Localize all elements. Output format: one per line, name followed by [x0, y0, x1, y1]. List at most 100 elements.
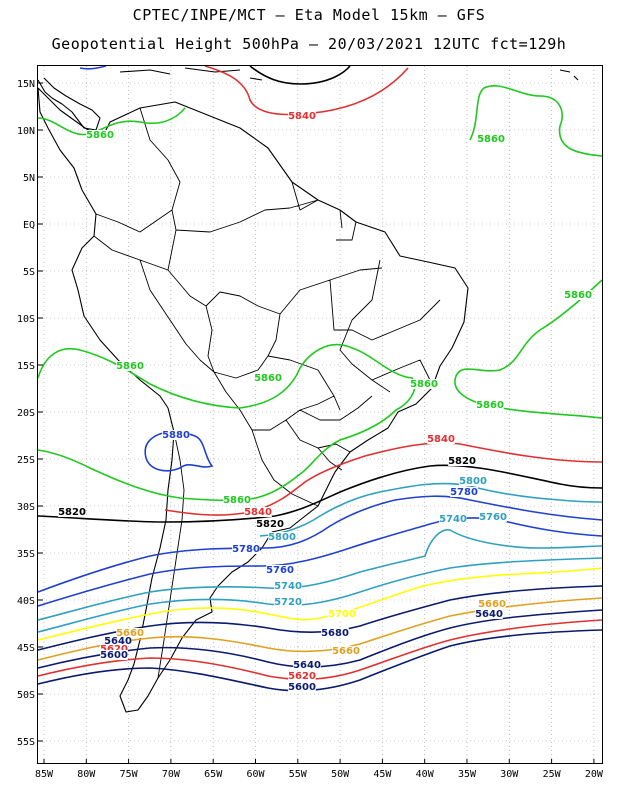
contour-label: 5740 — [439, 514, 467, 525]
contour-5820-north — [249, 65, 351, 85]
contour-label-background — [288, 682, 316, 692]
contour-5620 — [37, 619, 603, 681]
latitude-tick-label: 10S — [17, 314, 35, 325]
contour-label-background — [266, 565, 294, 575]
contour-label: 5820 — [448, 456, 476, 467]
graticule — [38, 66, 602, 764]
contour-label: 5620 — [288, 671, 316, 682]
latitude-tick-label: 25S — [17, 455, 35, 466]
longitude-tick-label: 30W — [500, 769, 519, 780]
contour-label-background — [450, 487, 478, 497]
land-outlines — [37, 67, 579, 713]
longitude-tick-labels: 85W 80W 75W 70W 65W 60W 55W 50W 45W 40W 35W 30W 25W 2… — [35, 759, 604, 780]
contour-label-background — [244, 507, 272, 517]
contour-label: 5820 — [256, 519, 284, 530]
contour-label-background — [448, 456, 476, 466]
contour-label-background — [104, 636, 132, 646]
contour-5700 — [37, 567, 603, 641]
longitude-tick-label: 80W — [77, 769, 96, 780]
contour-label: 5880 — [162, 430, 190, 441]
contour-label: 5620 — [100, 644, 128, 655]
contour-label-background — [293, 660, 321, 670]
contour-label-background — [328, 609, 356, 619]
contour-label: 5840 — [244, 507, 272, 518]
contour-label-background — [58, 507, 86, 517]
contour-label-background — [476, 400, 504, 410]
longitude-tick-label: 75W — [120, 769, 139, 780]
contour-label: 5640 — [293, 660, 321, 671]
contour-5860-east — [454, 279, 603, 419]
contour-label: 5600 — [288, 682, 316, 693]
contour-5860-main — [37, 343, 416, 502]
contour-label: 5860 — [223, 495, 251, 506]
contour-5840-north — [204, 65, 409, 116]
latitude-tick-labels: 15N 10N 5N EQ 5S 10S 15S 20S 25S 30S 35S 40S 45S 50S 5… — [17, 79, 43, 748]
latitude-tick-label: 50S — [17, 690, 35, 701]
longitude-tick-label: 20W — [585, 769, 604, 780]
contour-label: 5860 — [477, 134, 505, 145]
contour-label: 5660 — [478, 599, 506, 610]
contour-label-background — [274, 581, 302, 591]
contour-label-background — [116, 361, 144, 371]
contour-label-background — [475, 609, 503, 619]
country-borders — [93, 107, 441, 679]
contour-label: 5760 — [479, 512, 507, 523]
contour-label: 5660 — [116, 628, 144, 639]
latitude-tick-label: 55S — [17, 737, 35, 748]
longitude-tick-label: 25W — [543, 769, 562, 780]
contour-label-background — [100, 650, 128, 660]
contour-label-background — [478, 599, 506, 609]
longitude-tick-label: 70W — [162, 769, 181, 780]
latitude-tick-label: 45S — [17, 643, 35, 654]
contour-5780 — [37, 495, 603, 593]
contour-label-background — [564, 290, 592, 300]
contour-label-background — [427, 434, 455, 444]
longitude-tick-label: 45W — [373, 769, 392, 780]
title-line-1: CPTEC/INPE/MCT – Eta Model 15km – GFS — [132, 6, 486, 24]
latitude-tick-label: 20S — [17, 408, 35, 419]
contour-label-background — [459, 476, 487, 486]
central-america-coastline — [37, 77, 101, 131]
map-frame — [37, 65, 603, 764]
contour-label: 5860 — [564, 290, 592, 301]
contour-label: 5680 — [321, 628, 349, 639]
latitude-tick-label: 15S — [17, 361, 35, 372]
latitude-tick-label: 5S — [23, 267, 35, 278]
longitude-tick-label: 55W — [289, 769, 308, 780]
latitude-tick-label: 40S — [17, 596, 35, 607]
contour-label: 5640 — [475, 609, 503, 620]
contour-label: 5860 — [116, 361, 144, 372]
contour-label-background — [321, 628, 349, 638]
contour-5880-north-small — [79, 65, 107, 70]
contour-label: 5700 — [328, 609, 356, 620]
contour-label-background — [439, 514, 467, 524]
contour-label: 5820 — [58, 507, 86, 518]
longitude-tick-label: 35W — [458, 769, 477, 780]
contour-label: 5780 — [450, 487, 478, 498]
contour-label: 5860 — [86, 130, 114, 141]
contour-5840 — [164, 442, 603, 516]
contour-label: 5800 — [459, 476, 487, 487]
latitude-tick-label: 30S — [17, 502, 35, 513]
contour-label-background — [477, 134, 505, 144]
contour-label: 5840 — [427, 434, 455, 445]
latitude-tick-label: EQ — [23, 220, 35, 231]
contours — [37, 65, 603, 692]
latitude-tick-label: 5N — [23, 173, 35, 184]
contour-label-background — [332, 646, 360, 656]
contour-label: 5860 — [410, 379, 438, 390]
contour-label-background — [100, 644, 128, 654]
contour-5860-northeast — [469, 85, 603, 157]
contour-label-background — [223, 495, 251, 505]
longitude-tick-label: 40W — [416, 769, 435, 780]
contour-label: 5660 — [332, 646, 360, 657]
contour-5800 — [259, 482, 603, 537]
latitude-tick-label: 15N — [17, 79, 35, 90]
contour-5720 — [37, 557, 603, 633]
contour-5880-closed — [144, 431, 214, 472]
contour-label: 5860 — [476, 400, 504, 411]
contour-5600 — [37, 629, 603, 692]
contour-label: 5600 — [100, 650, 128, 661]
longitude-tick-label: 60W — [246, 769, 265, 780]
